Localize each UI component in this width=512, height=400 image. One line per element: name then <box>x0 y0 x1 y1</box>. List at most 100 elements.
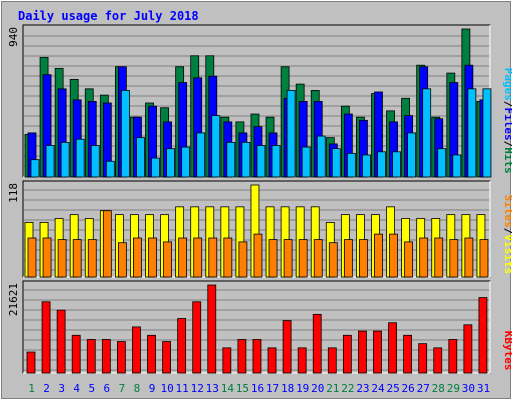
pages-bar <box>453 155 461 177</box>
day-label: 30 <box>462 382 475 395</box>
kbytes-bar <box>298 348 306 373</box>
day-label: 3 <box>58 382 65 395</box>
legend-sites-label: Sites <box>502 195 512 228</box>
kbytes-bar <box>434 348 442 373</box>
sites-bar <box>103 211 111 277</box>
pages-bar <box>257 146 265 177</box>
sites-bar <box>390 234 398 277</box>
sites-bar <box>299 240 307 277</box>
kbytes-bar <box>102 339 110 373</box>
kbytes-bar <box>42 302 50 373</box>
day-label: 28 <box>432 382 445 395</box>
day-label: 17 <box>266 382 279 395</box>
pages-bar <box>182 147 190 177</box>
kbytes-bar <box>132 327 140 373</box>
pages-bar <box>483 89 491 177</box>
pages-bar <box>197 133 205 177</box>
kbytes-bar <box>87 339 95 373</box>
kbytes-bar <box>148 335 156 373</box>
kbytes-bar <box>193 302 201 373</box>
kbytes-bar <box>479 298 487 373</box>
sites-bar <box>254 234 262 277</box>
day-label: 6 <box>104 382 111 395</box>
sites-bar <box>435 238 443 277</box>
sites-bar <box>480 240 488 277</box>
pages-bar <box>468 89 476 177</box>
pages-bar <box>347 153 355 177</box>
day-label: 23 <box>356 382 369 395</box>
pages-bar <box>121 90 129 177</box>
sites-bar <box>284 240 292 277</box>
pages-bar <box>46 146 54 177</box>
day-label: 10 <box>160 382 173 395</box>
sites-bar <box>224 238 232 277</box>
panel-middle-legend: Sites/Visits <box>502 195 512 275</box>
panel-top-max-label: 940 <box>7 27 20 47</box>
legend-visits-label: Visits <box>502 234 512 274</box>
panel-top-legend: Pages/Files/Hits <box>502 68 512 174</box>
sites-bar <box>58 240 66 277</box>
kbytes-bar <box>268 348 276 373</box>
day-label: 1 <box>28 382 35 395</box>
sites-bar <box>329 243 337 277</box>
sites-bar <box>149 238 157 277</box>
sites-bar <box>405 242 413 277</box>
pages-bar <box>317 136 325 177</box>
sites-bar <box>344 240 352 277</box>
pages-bar <box>76 139 84 177</box>
day-label: 7 <box>119 382 126 395</box>
day-label: 2 <box>43 382 50 395</box>
pages-bar <box>302 147 310 177</box>
kbytes-bar <box>283 321 291 373</box>
day-label: 12 <box>191 382 204 395</box>
pages-bar <box>393 152 401 177</box>
pages-bar <box>408 133 416 177</box>
panel-middle-max-label: 118 <box>7 183 20 203</box>
kbytes-bar <box>464 325 472 373</box>
kbytes-bar <box>223 348 231 373</box>
sites-bar <box>465 238 473 277</box>
day-label: 11 <box>176 382 189 395</box>
kbytes-bar <box>449 339 457 373</box>
sites-bar <box>420 238 428 277</box>
kbytes-bar <box>117 342 125 373</box>
sites-bar <box>359 240 367 277</box>
kbytes-bar <box>178 319 186 373</box>
sites-bar <box>450 240 458 277</box>
sites-bar <box>28 238 36 277</box>
kbytes-bar <box>343 335 351 373</box>
kbytes-bar <box>208 285 216 373</box>
kbytes-bar <box>328 348 336 373</box>
pages-bar <box>272 146 280 177</box>
day-label: 31 <box>477 382 490 395</box>
pages-bar <box>438 149 446 177</box>
pages-bar <box>332 149 340 177</box>
kbytes-bar <box>72 335 80 373</box>
day-label: 19 <box>296 382 309 395</box>
day-label: 24 <box>371 382 385 395</box>
kbytes-bar <box>238 339 246 373</box>
day-label: 20 <box>311 382 324 395</box>
pages-bar <box>362 155 370 177</box>
kbytes-bar <box>419 344 427 373</box>
pages-bar <box>136 138 144 177</box>
pages-bar <box>212 116 220 177</box>
day-label: 21 <box>326 382 339 395</box>
sites-bar <box>73 240 81 277</box>
day-label: 27 <box>417 382 430 395</box>
sites-bar <box>164 242 172 277</box>
legend-hits-label: Hits <box>502 147 512 174</box>
pages-bar <box>227 142 235 177</box>
legend-files-label: Files <box>502 108 512 141</box>
day-label: 8 <box>134 382 141 395</box>
sites-bar <box>269 240 277 277</box>
day-label: 15 <box>236 382 249 395</box>
sites-bar <box>43 238 51 277</box>
sites-bar <box>209 238 217 277</box>
pages-bar <box>152 158 160 177</box>
sites-bar <box>133 238 141 277</box>
pages-bar <box>61 142 69 177</box>
pages-bar <box>377 152 385 177</box>
